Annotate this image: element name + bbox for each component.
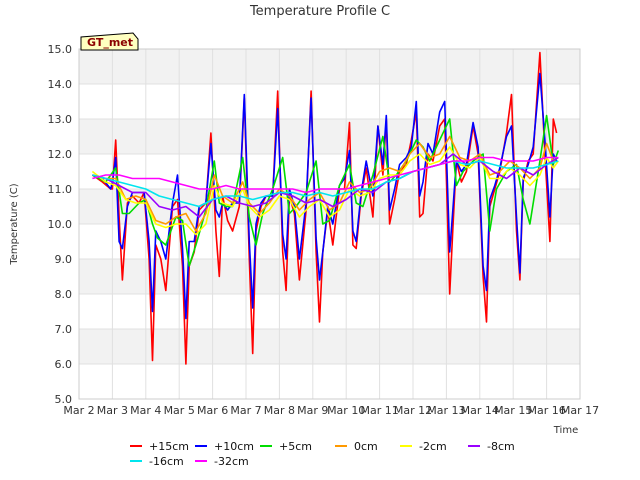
legend-label: -2cm [419,440,447,453]
badge-shape [80,32,139,51]
y-tick-label: 13.0 [48,113,73,126]
legend-label: -8cm [487,440,515,453]
x-tick-label: Mar 7 [230,404,261,417]
series-line-minus16cm [92,160,559,208]
y-tick-label: 8.0 [55,288,73,301]
grid-band [79,49,580,84]
plot-area [78,48,581,400]
y-tick-label: 14.0 [48,78,73,91]
y-tick-label: 12.0 [48,148,73,161]
gt-met-badge: GT_met [80,32,139,51]
chart-title: Temperature Profile C [249,4,390,19]
y-tick-label: 6.0 [55,358,73,371]
x-tick-label: Mar 14 [461,404,499,417]
y-axis-ticks: 5.0 6.0 7.0 8.0 9.0 10.0 11.0 12.0 13.0 14.0 15.0 [48,43,73,406]
x-tick-label: Mar 13 [427,404,465,417]
series-line-0cm [92,135,559,232]
legend-label: -32cm [214,455,249,468]
y-axis-label: Temperature (C) [9,183,20,265]
legend-label: +5cm [279,440,312,453]
y-tick-label: 15.0 [48,43,73,56]
series-line-minus2cm [91,146,559,236]
y-tick-label: 10.0 [48,218,73,231]
series-line-plus10cm [92,72,558,320]
x-tick-label: Mar 2 [63,404,94,417]
x-tick-label: Mar 6 [197,404,228,417]
x-tick-label: Mar 9 [297,404,328,417]
y-tick-label: 7.0 [55,323,73,336]
x-tick-label: Mar 11 [360,404,398,417]
x-tick-label: Mar 15 [494,404,532,417]
grid-bands [79,49,580,364]
x-tick-label: Mar 12 [394,404,432,417]
x-axis-label: Time [553,425,578,436]
plot-border [78,48,581,400]
x-tick-label: Mar 17 [561,404,599,417]
legend-label: +10cm [214,440,254,453]
series-line-minus8cm [92,153,559,218]
x-tick-label: Mar 4 [130,404,161,417]
x-tick-label: Mar 8 [264,404,295,417]
x-tick-label: Mar 3 [97,404,128,417]
series-line-plus5cm [92,114,560,267]
legend-label: 0cm [354,440,378,453]
legend-label: +15cm [149,440,189,453]
badge-label: GT_met [87,36,133,49]
grid-band [79,119,580,154]
x-tick-label: Mar 10 [327,404,365,417]
x-tick-label: Mar 16 [527,404,565,417]
legend-label: -16cm [149,455,184,468]
legend: +15cm +10cm +5cm 0cm -2cm -8cm -16cm -32cm [130,440,515,468]
y-tick-label: 11.0 [48,183,73,196]
grid-band [79,329,580,364]
series-line-minus32cm [92,156,559,194]
x-axis-ticks: Mar 2 Mar 3 Mar 4 Mar 5 Mar 6 Mar 7 Mar 8 Mar 9… [63,404,599,417]
x-tick-label: Mar 5 [164,404,195,417]
series-lines [91,51,560,365]
y-tick-label: 5.0 [55,393,73,406]
y-tick-label: 9.0 [55,253,73,266]
